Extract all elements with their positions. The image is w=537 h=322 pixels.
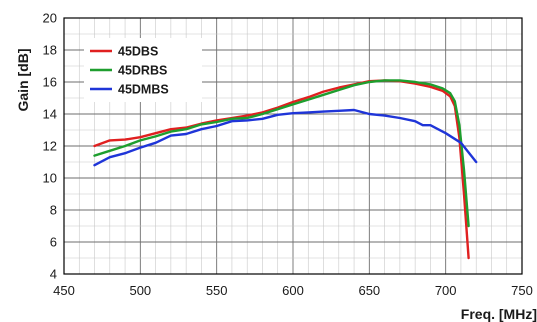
y-tick-label: 16 (43, 75, 57, 90)
legend-label-45dmbs: 45DMBS (118, 83, 169, 97)
series-line-45drbs (93, 79, 470, 228)
x-tick-label: 750 (511, 283, 533, 298)
series-line-45dmbs (93, 108, 478, 167)
plot-area-frame (63, 17, 523, 275)
legend: 45DBS 45DRBS 45DMBS (84, 38, 202, 102)
x-tick-label: 450 (53, 283, 75, 298)
y-tick-label: 10 (43, 171, 57, 186)
y-axis-tick-labels: 4 6 8 10 12 14 16 18 20 (43, 11, 57, 282)
x-tick-label: 550 (206, 283, 228, 298)
x-axis-title: Freq. [MHz] (461, 306, 537, 322)
x-tick-label: 600 (282, 283, 304, 298)
x-axis-tick-labels: 450 500 550 600 650 700 750 (53, 283, 533, 298)
y-tick-label: 18 (43, 43, 57, 58)
x-tick-label: 700 (435, 283, 457, 298)
y-tick-label: 6 (50, 235, 57, 250)
x-tick-label: 650 (358, 283, 380, 298)
y-tick-label: 20 (43, 11, 57, 26)
y-tick-label: 8 (50, 203, 57, 218)
legend-label-45dbs: 45DBS (118, 45, 158, 59)
y-tick-label: 12 (43, 139, 57, 154)
series-line-45dbs (93, 79, 470, 260)
y-tick-label: 14 (43, 107, 57, 122)
legend-label-45drbs: 45DRBS (118, 64, 167, 78)
x-tick-label: 500 (129, 283, 151, 298)
y-axis-title: Gain [dB] (15, 49, 31, 112)
series-lines (93, 79, 478, 260)
y-tick-label: 4 (50, 267, 57, 282)
